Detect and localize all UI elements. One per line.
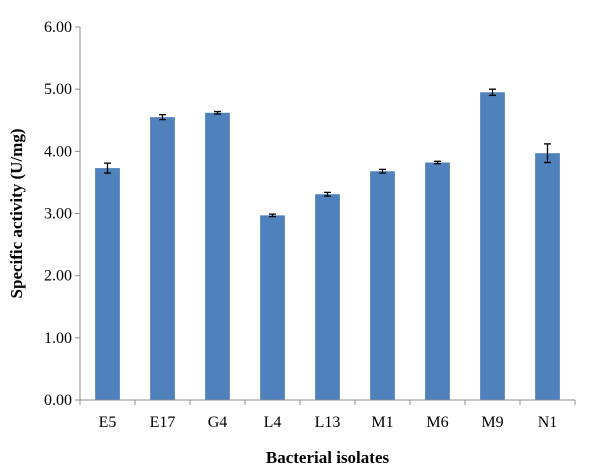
x-tick-label: M9	[481, 414, 503, 431]
error-bar-m1	[379, 168, 386, 174]
bar-g4	[205, 112, 230, 400]
x-tick-label: M6	[426, 414, 448, 431]
bar-m9	[480, 92, 505, 401]
x-tick-label: L13	[315, 414, 341, 431]
x-tick-label: L4	[264, 414, 282, 431]
error-bars	[104, 88, 551, 218]
x-tick-label: E5	[99, 414, 117, 431]
bar-m6	[425, 162, 450, 400]
bar-l13	[315, 194, 340, 400]
y-tick-label: 2.00	[44, 268, 72, 285]
bar-n1	[535, 153, 560, 400]
error-bar-l4	[269, 213, 276, 218]
y-axis-title: Specific activity (U/mg)	[7, 129, 26, 299]
bar-e17	[150, 117, 175, 401]
y-axis: 0.00 1.00 2.00 3.00 4.00 5.00 6.00	[44, 19, 80, 409]
x-axis-title: Bacterial isolates	[266, 448, 390, 467]
y-tick-label: 6.00	[44, 19, 72, 36]
error-bar-e17	[159, 114, 166, 121]
x-tick-label: N1	[538, 414, 558, 431]
bar-l4	[260, 215, 285, 400]
y-tick-label: 0.00	[44, 392, 72, 409]
y-tick-label: 3.00	[44, 206, 72, 223]
error-bar-n1	[544, 143, 551, 164]
y-tick-label: 5.00	[44, 81, 72, 98]
x-axis: E5 E17 G4 L4 L13 M1 M6 M9 N1	[79, 400, 576, 431]
error-bar-e5	[104, 162, 111, 174]
bar-m1	[370, 171, 395, 400]
y-tick-label: 4.00	[44, 143, 72, 160]
bar-e5	[95, 168, 120, 400]
error-bar-m6	[434, 160, 441, 165]
error-bar-m9	[489, 88, 496, 97]
x-tick-label: E17	[150, 414, 176, 431]
x-tick-label: M1	[371, 414, 393, 431]
x-tick-label: G4	[208, 414, 228, 431]
error-bar-l13	[324, 191, 331, 197]
y-tick-label: 1.00	[44, 330, 72, 347]
error-bar-g4	[214, 110, 221, 115]
bars	[95, 92, 560, 401]
